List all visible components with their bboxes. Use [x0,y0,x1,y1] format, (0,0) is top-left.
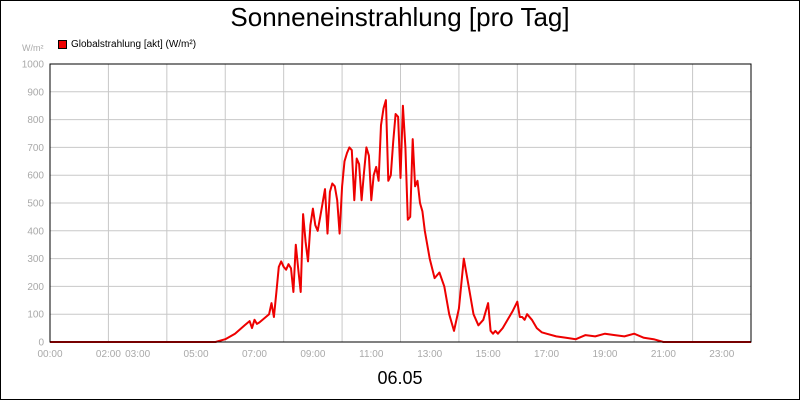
x-tick-label: 17:00 [534,349,559,360]
y-tick-label: 800 [27,115,44,126]
chart-title: Sonneneinstrahlung [pro Tag] [230,2,570,32]
x-tick-label: 13:00 [417,349,442,360]
plot-border [49,63,752,343]
x-tick-label: 03:00 [125,349,150,360]
x-tick-label: 21:00 [651,349,676,360]
legend-label: Globalstrahlung [akt] (W/m²) [71,38,197,50]
y-tick-label: 0 [38,338,44,349]
x-tick-label: 11:00 [359,349,384,360]
y-tick-label: 700 [27,143,44,154]
x-tick-label: 00:00 [37,349,62,360]
y-unit-label: W/m² [22,43,44,53]
y-tick-label: 600 [27,171,44,182]
y-tick-label: 900 [27,87,44,98]
x-tick-label: 15:00 [476,349,501,360]
y-tick-label: 300 [27,254,44,265]
x-tick-label: 02:00 [96,349,121,360]
legend: Globalstrahlung [akt] (W/m²) [58,38,196,50]
y-tick-label: 200 [27,282,44,293]
x-tick-label: 23:00 [709,349,734,360]
date-label: 06.05 [377,368,423,388]
x-tick-label: 09:00 [300,349,325,360]
x-tick-label: 19:00 [592,349,617,360]
x-tick-label: 07:00 [242,349,267,360]
x-tick-label: 05:00 [184,349,209,360]
series-line [50,99,751,343]
y-tick-label: 400 [27,226,44,237]
y-tick-label: 500 [27,199,44,210]
legend-swatch [58,39,67,49]
y-tick-label: 1000 [22,60,45,71]
y-tick-label: 100 [27,310,44,321]
